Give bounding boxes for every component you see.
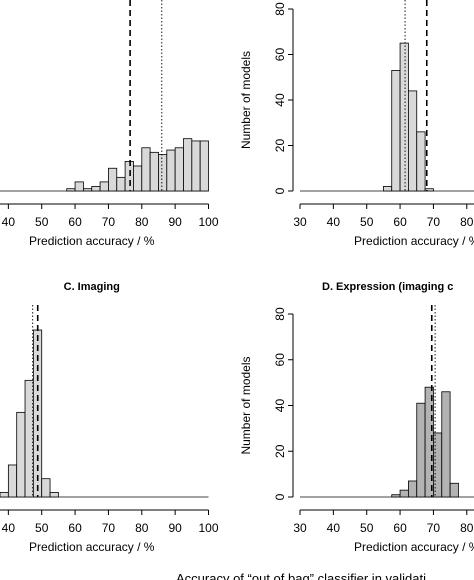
x-tick-label: 90 <box>168 215 182 229</box>
bar <box>391 494 401 498</box>
x-tick-label: 40 <box>327 215 341 229</box>
x-tick-label: 70 <box>427 215 441 229</box>
bar <box>166 149 176 192</box>
x-tick-label: 70 <box>102 215 116 229</box>
x-tick-label: 40 <box>2 215 16 229</box>
x-tick-label: 60 <box>393 215 407 229</box>
bar <box>416 131 426 192</box>
bar <box>158 154 168 192</box>
bar <box>141 147 151 192</box>
x-tick-label: 30 <box>293 521 307 535</box>
x-tick-label: 100 <box>198 215 218 229</box>
bar <box>149 151 159 192</box>
bar <box>16 411 26 498</box>
y-tick-label: 20 <box>273 444 287 458</box>
bar <box>399 489 409 498</box>
bar <box>391 70 401 192</box>
panel-title: C. Imaging <box>64 281 120 293</box>
bar <box>83 188 93 192</box>
x-axis-label: Prediction accuracy / % <box>354 234 474 248</box>
x-tick-label: 50 <box>35 215 49 229</box>
x-tick-label: 70 <box>102 521 116 535</box>
bar <box>74 181 84 192</box>
y-axis-label: Number of models <box>239 356 253 454</box>
x-tick-label: 60 <box>68 521 82 535</box>
y-tick-label: 40 <box>273 93 287 107</box>
y-tick-label: 60 <box>273 48 287 62</box>
x-tick-label: 50 <box>360 521 374 535</box>
x-tick-label: 90 <box>168 521 182 535</box>
y-tick-label: 20 <box>273 139 287 153</box>
x-tick-label: 50 <box>360 215 374 229</box>
bar <box>199 140 209 192</box>
bar <box>7 464 18 498</box>
y-tick-label: 60 <box>273 353 287 367</box>
bar <box>416 402 426 498</box>
bar <box>99 181 109 192</box>
x-axis-label: Prediction accuracy / % <box>354 540 474 554</box>
bar <box>449 482 459 498</box>
bar <box>191 140 201 192</box>
y-tick-label: 0 <box>273 493 287 500</box>
x-tick-label: 70 <box>427 521 441 535</box>
caption: Accuracy of “out of bag” classifier in v… <box>176 571 426 580</box>
x-tick-label: 30 <box>293 215 307 229</box>
y-tick-label: 80 <box>273 2 287 16</box>
bar <box>116 176 126 192</box>
panel-title: D. Expression (imaging c <box>322 281 453 293</box>
bar <box>408 480 418 498</box>
x-tick-label: 80 <box>135 521 149 535</box>
bar <box>24 379 34 498</box>
x-tick-label: 80 <box>460 521 474 535</box>
x-tick-label: 80 <box>135 215 149 229</box>
x-axis-label: Prediction accuracy / % <box>29 234 155 248</box>
bar <box>382 186 393 192</box>
bar <box>49 492 59 498</box>
bar <box>174 147 184 192</box>
bar <box>183 138 193 192</box>
bar <box>133 165 143 192</box>
x-tick-label: 40 <box>2 521 16 535</box>
bar <box>408 90 418 192</box>
x-tick-label: 100 <box>198 521 218 535</box>
bar <box>41 478 51 498</box>
x-tick-label: 50 <box>35 521 49 535</box>
bar <box>424 188 434 192</box>
y-tick-label: 40 <box>273 399 287 413</box>
y-tick-label: 0 <box>273 187 287 194</box>
bar <box>124 161 134 192</box>
bar <box>66 188 76 192</box>
x-tick-label: 60 <box>68 215 82 229</box>
bar <box>399 42 409 192</box>
bar <box>91 186 101 192</box>
y-axis-label: Number of models <box>239 51 253 149</box>
x-tick-label: 60 <box>393 521 407 535</box>
x-axis-label: Prediction accuracy / % <box>29 540 155 554</box>
x-tick-label: 80 <box>460 215 474 229</box>
bar <box>108 167 118 192</box>
x-tick-label: 40 <box>327 521 341 535</box>
bar <box>441 391 451 498</box>
y-tick-label: 80 <box>273 307 287 321</box>
bar <box>0 492 9 498</box>
